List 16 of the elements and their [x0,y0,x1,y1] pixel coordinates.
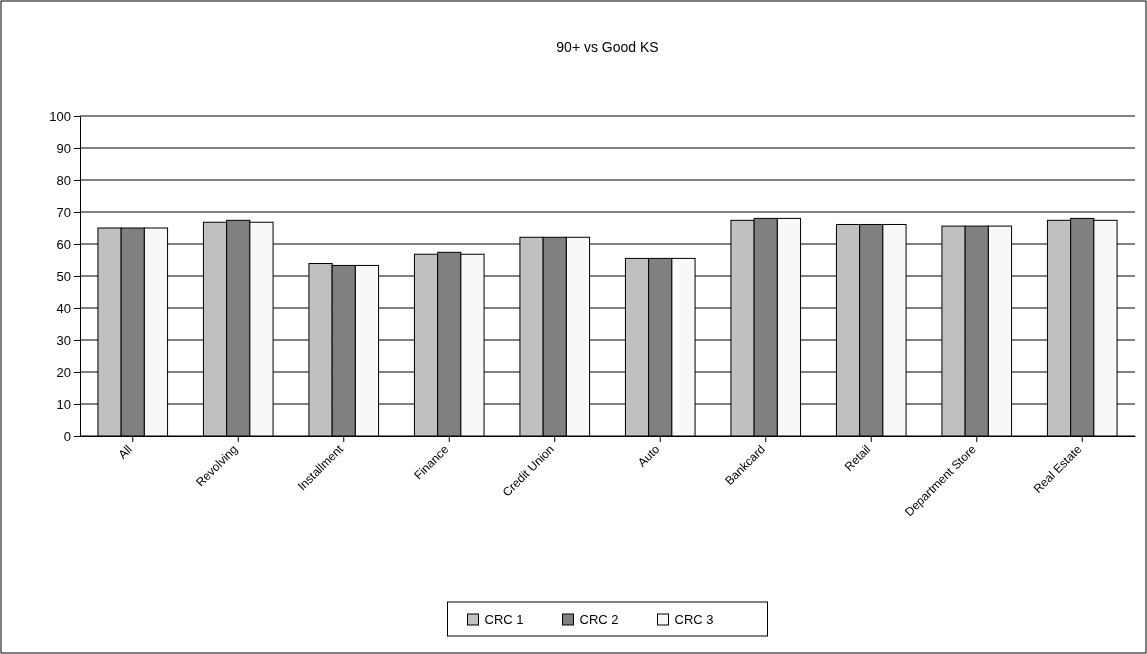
y-tick-label: 20 [56,364,71,380]
chart-title: 90+ vs Good KS [556,39,659,55]
x-tick-label: All [115,442,135,462]
y-tick-label: 80 [56,172,71,188]
y-tick-label: 100 [49,108,71,124]
y-tick-label: 30 [56,332,71,348]
y-tick-label: 10 [56,396,71,412]
y-tick-label: 50 [56,268,71,284]
y-tick-label: 0 [63,428,71,444]
y-tick-label: 60 [56,236,71,252]
y-tick-label: 40 [56,300,71,316]
legend-label: CRC 3 [674,612,714,627]
legend-label: CRC 2 [579,612,619,627]
y-tick-label: 70 [56,204,71,220]
y-tick-label: 90 [56,140,71,156]
legend-label: CRC 1 [484,612,524,627]
